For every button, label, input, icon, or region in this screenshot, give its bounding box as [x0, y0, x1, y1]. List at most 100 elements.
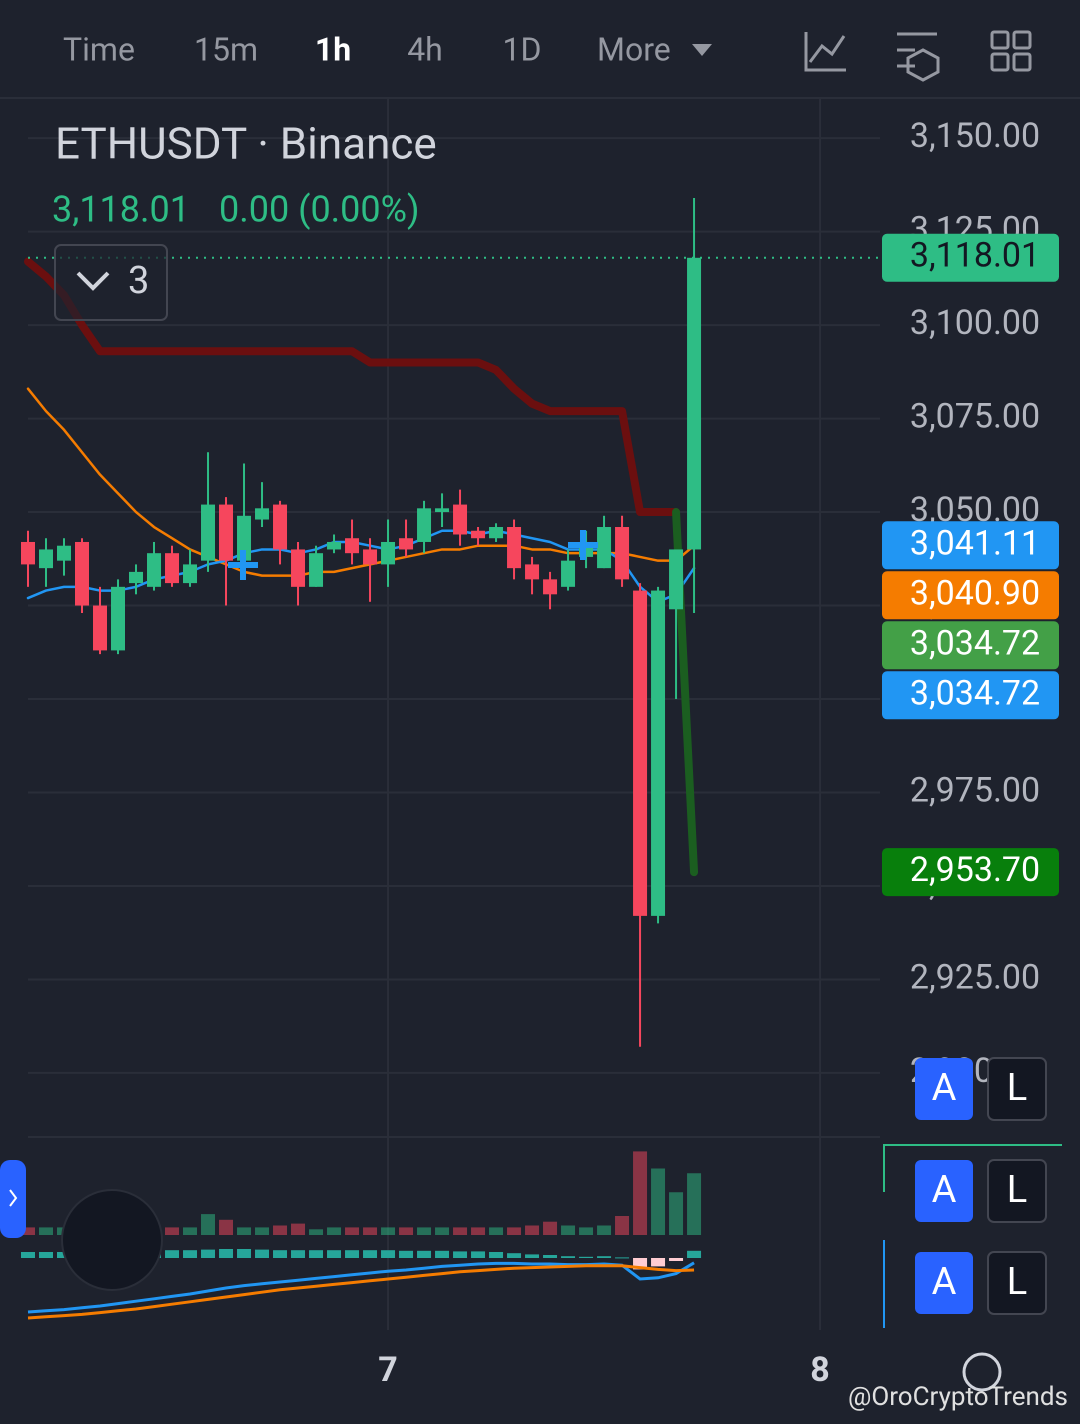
macd-bar — [489, 1252, 504, 1258]
volume-bar — [543, 1221, 558, 1235]
pane-buttons: A L A L A L — [915, 1057, 1047, 1315]
button-label: L — [1007, 1260, 1027, 1304]
candle-body — [489, 527, 504, 539]
auto-button[interactable] — [915, 1058, 973, 1120]
volume-bar — [417, 1227, 432, 1235]
macd-bar — [417, 1250, 432, 1258]
interval-button[interactable]: 1D — [503, 30, 542, 68]
macd-bar — [561, 1256, 576, 1258]
x-tick-label: 7 — [378, 1350, 398, 1390]
volume-bar — [291, 1223, 306, 1235]
macd-bar — [543, 1255, 558, 1258]
price-tag — [882, 671, 1059, 720]
price-tag — [882, 621, 1059, 670]
price: 3,118.01 — [52, 189, 190, 231]
price-tag-label: 2,953.70 — [910, 850, 1040, 890]
macd-bar — [381, 1250, 396, 1258]
macd-bar — [327, 1250, 342, 1258]
cross-marker — [568, 530, 598, 560]
macd-bar — [615, 1257, 630, 1259]
indicators-icon[interactable] — [804, 32, 846, 72]
candle-body — [453, 504, 468, 535]
volume-bar — [633, 1151, 648, 1235]
layout-icon — [1012, 52, 1032, 72]
y-tick-label: 2,975.00 — [910, 770, 1040, 810]
interval-button[interactable]: 1h — [315, 30, 351, 68]
log-button[interactable] — [987, 1057, 1047, 1121]
interval-button[interactable]: 4h — [407, 30, 443, 68]
log-button[interactable] — [987, 1159, 1047, 1223]
y-tick-label: 3,100.00 — [910, 303, 1040, 343]
macd-bar — [183, 1250, 198, 1258]
volume-bar — [453, 1227, 468, 1235]
candle-body — [183, 564, 198, 584]
candle-body — [147, 553, 162, 587]
volume-bar — [651, 1168, 666, 1235]
pane-frame — [883, 1144, 1062, 1192]
price-tag — [882, 848, 1059, 897]
interval-button[interactable]: Time — [63, 30, 135, 68]
macd-bar — [435, 1250, 450, 1258]
candle-body — [255, 508, 270, 520]
candle-body — [615, 527, 630, 580]
macd-bar — [507, 1253, 522, 1258]
macd-bar — [237, 1249, 252, 1258]
candle-body — [561, 560, 576, 587]
candle-body — [237, 515, 252, 561]
candle-body — [93, 605, 108, 651]
toolbar-icons — [804, 30, 1032, 82]
candle-body — [417, 508, 432, 542]
volume-bar — [237, 1227, 252, 1235]
volume-bar — [399, 1227, 414, 1235]
price-tag-label: 3,034.72 — [910, 623, 1040, 663]
plot: 3,150.003,125.003,100.003,075.003,050.00… — [21, 98, 1059, 1390]
macd-bar — [471, 1251, 486, 1258]
markers — [228, 530, 598, 580]
legend: ETHUSDT · Binance 3,118.01 0.00 (0.00%) … — [52, 118, 437, 321]
more-button[interactable]: More — [597, 30, 671, 68]
candle-body — [129, 571, 144, 584]
auto-button[interactable] — [915, 1160, 973, 1222]
volume-bar — [489, 1227, 504, 1235]
button-label: L — [1007, 1066, 1027, 1110]
volume-bar — [345, 1227, 360, 1235]
volume-bar — [435, 1227, 450, 1235]
volume-bar — [579, 1227, 594, 1235]
symbol: ETHUSDT · Binance — [55, 118, 437, 170]
scroll-button[interactable] — [61, 1189, 163, 1291]
macd-bar — [219, 1249, 234, 1258]
macd-bar — [309, 1250, 324, 1258]
settings-icon[interactable] — [897, 32, 940, 82]
candle-body — [471, 530, 486, 539]
layout-icon — [990, 52, 1010, 72]
button-label: L — [1007, 1168, 1027, 1212]
side-tab-arrow — [9, 1189, 18, 1207]
button-label: A — [932, 1260, 957, 1304]
macd-bar — [525, 1254, 540, 1258]
indicator-toggle[interactable] — [54, 244, 168, 321]
volume-bar — [219, 1219, 234, 1235]
volume-bar — [507, 1227, 522, 1235]
volume-bar — [615, 1216, 630, 1235]
macd-line — [27, 1264, 695, 1320]
macd-bar — [21, 1252, 35, 1258]
chevron — [76, 271, 110, 291]
change: 0.00 (0.00%) — [219, 189, 420, 231]
layout-icon[interactable] — [990, 30, 1010, 50]
settings-button[interactable] — [962, 1352, 1002, 1392]
volume-bar — [273, 1225, 288, 1235]
volume-bar — [39, 1227, 54, 1235]
button-label: A — [932, 1168, 957, 1212]
candle-body — [57, 545, 72, 561]
dropdown-arrow — [692, 44, 712, 56]
volume-bar — [255, 1227, 270, 1235]
layout-icon — [1012, 30, 1032, 50]
auto-button[interactable] — [915, 1252, 973, 1314]
indicator-count: 3 — [128, 259, 149, 303]
side-tab[interactable] — [0, 1160, 26, 1238]
price-tag — [882, 571, 1059, 620]
macd-bar — [345, 1250, 360, 1258]
log-button[interactable] — [987, 1251, 1047, 1315]
interval-button[interactable]: 15m — [194, 30, 258, 68]
